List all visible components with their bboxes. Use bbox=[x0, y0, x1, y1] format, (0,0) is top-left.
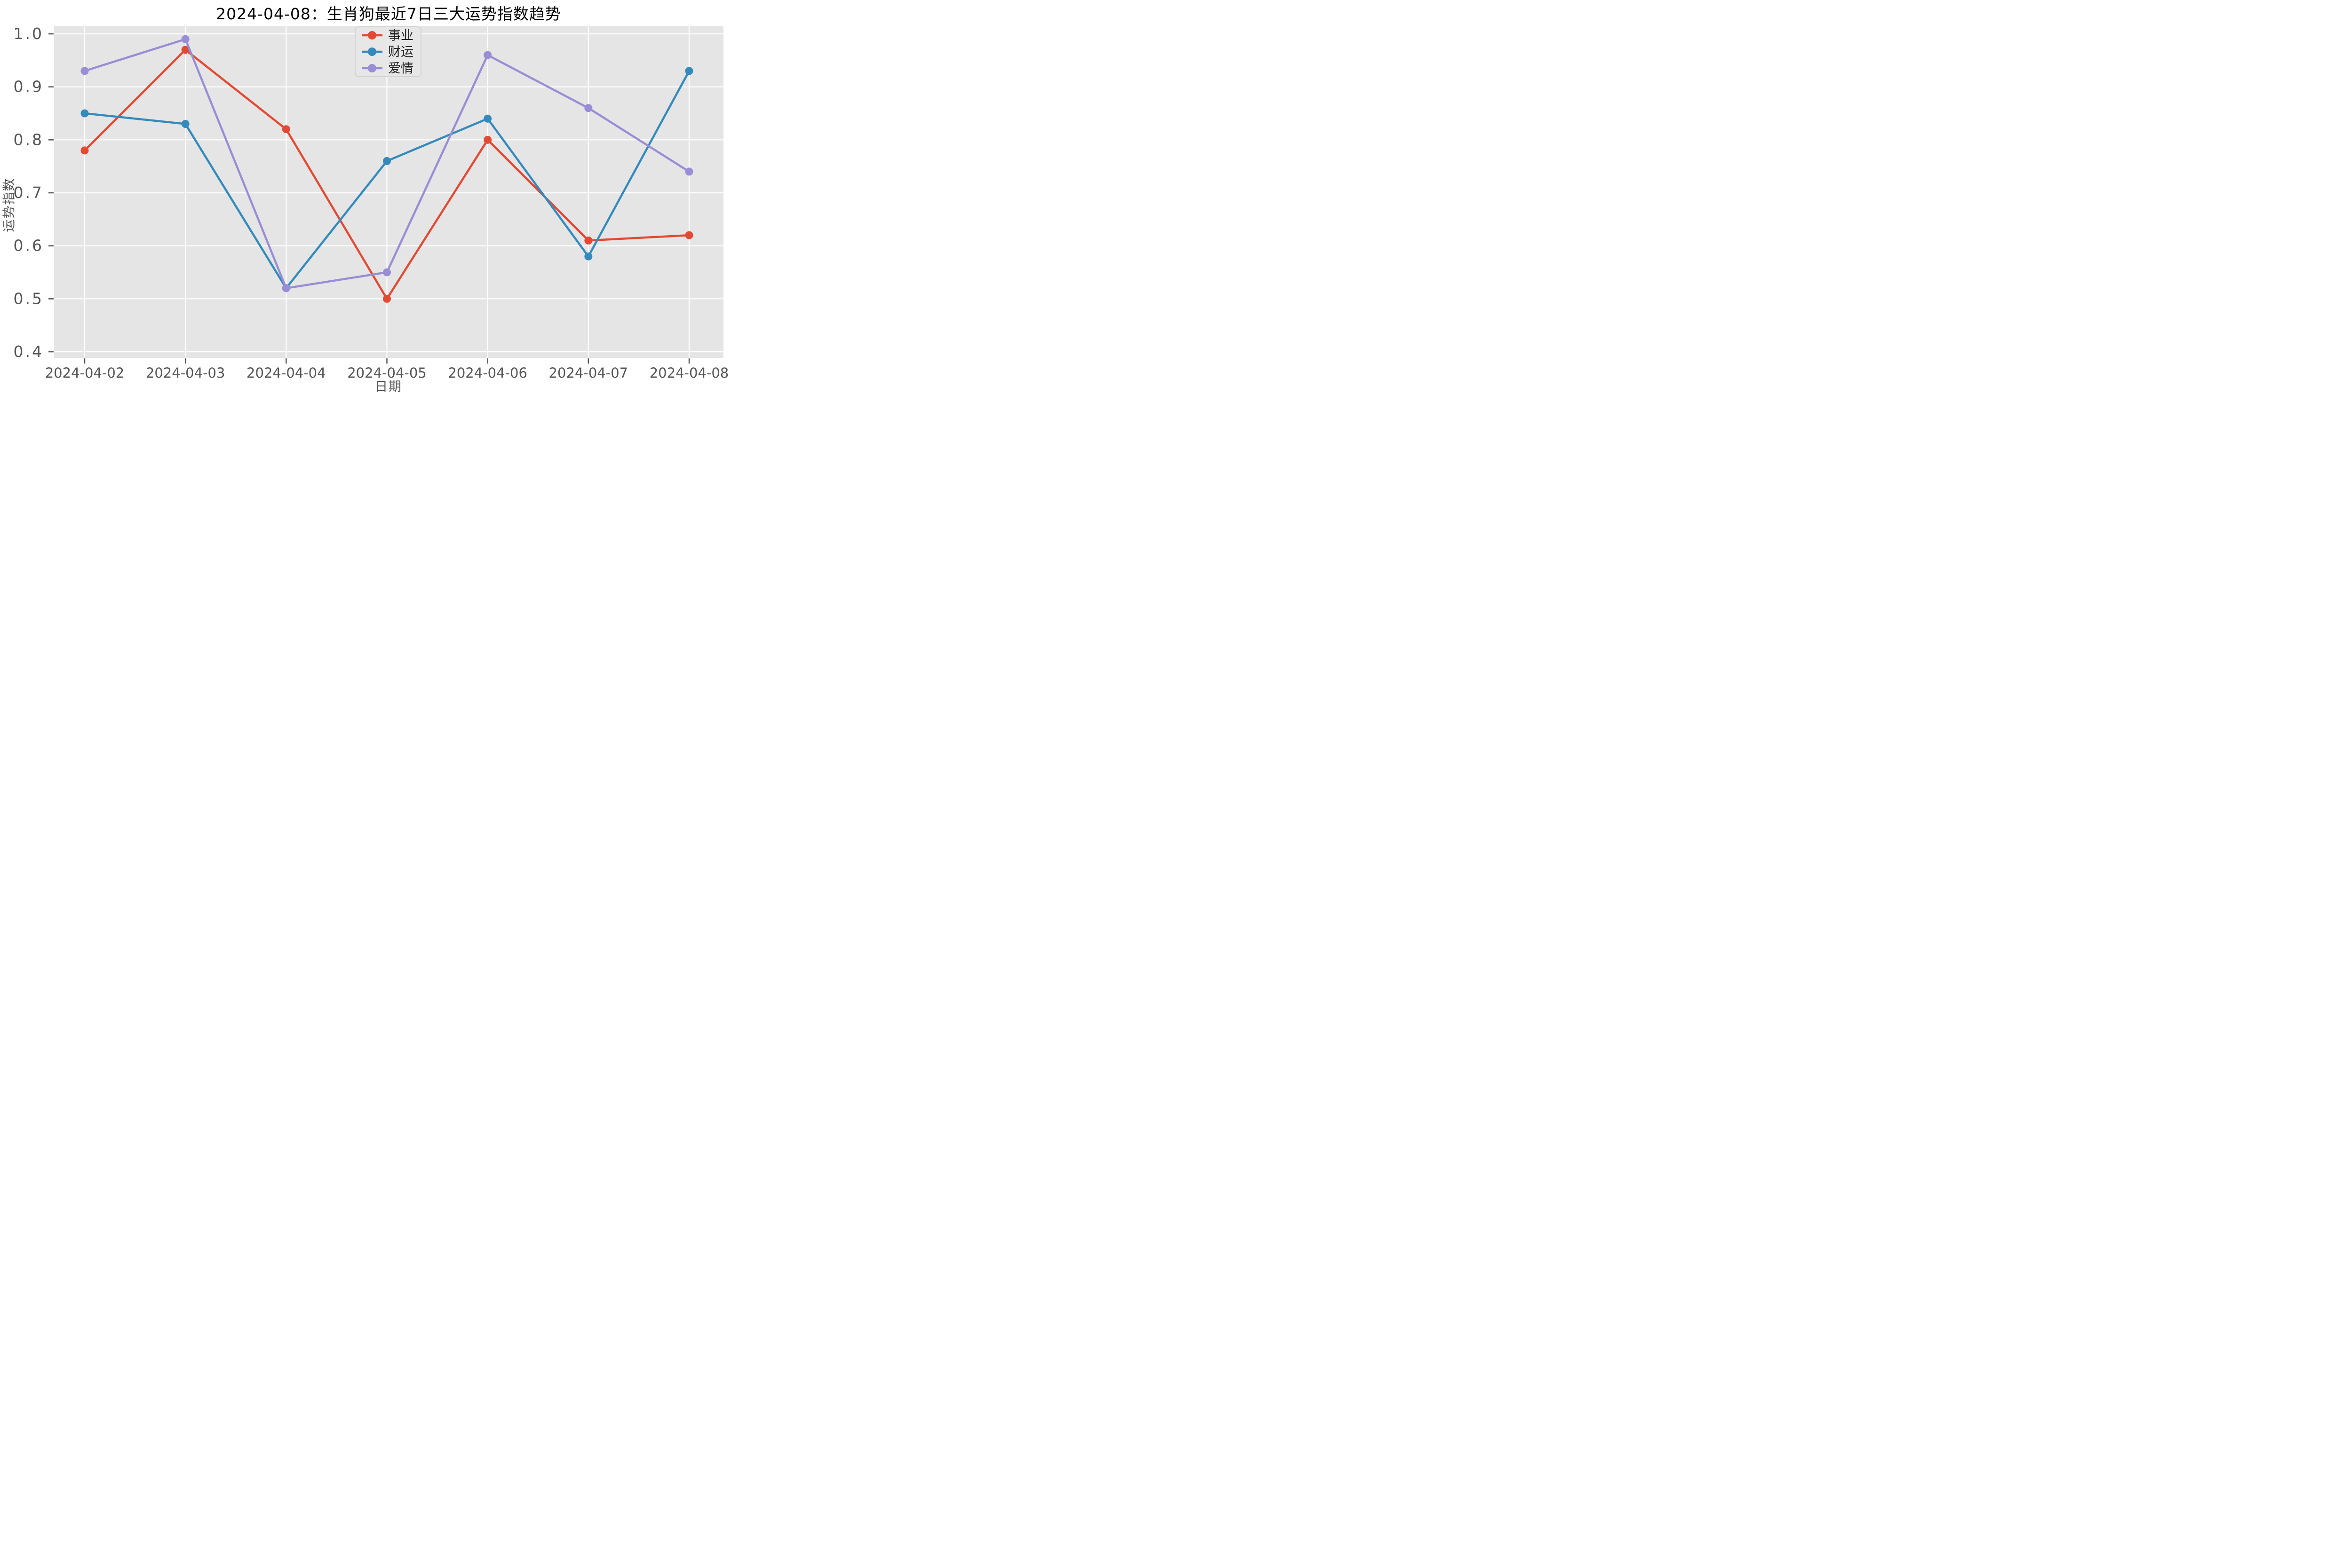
series-marker-2 bbox=[80, 67, 89, 75]
x-tick-label: 2024-04-08 bbox=[650, 365, 729, 381]
plot-background bbox=[54, 26, 723, 358]
series-marker-1 bbox=[80, 109, 89, 118]
legend-label: 财运 bbox=[388, 45, 413, 60]
x-axis-label: 日期 bbox=[375, 380, 402, 392]
y-axis-label: 运势指数 bbox=[2, 177, 17, 232]
y-tick-label: 1.0 bbox=[14, 24, 44, 43]
y-tick-label: 0.4 bbox=[14, 342, 44, 361]
y-tick-label: 0.5 bbox=[14, 289, 44, 308]
series-marker-1 bbox=[484, 114, 492, 123]
series-marker-0 bbox=[181, 46, 190, 54]
series-marker-0 bbox=[484, 135, 492, 144]
legend-item: 财运 bbox=[362, 45, 413, 60]
series-marker-0 bbox=[282, 125, 290, 134]
legend-label: 事业 bbox=[388, 29, 413, 43]
y-tick-label: 0.9 bbox=[14, 78, 44, 96]
legend-marker bbox=[368, 31, 376, 40]
series-marker-2 bbox=[282, 284, 290, 293]
series-marker-2 bbox=[383, 268, 391, 277]
series-marker-2 bbox=[181, 35, 190, 43]
legend-marker bbox=[368, 64, 376, 72]
series-marker-1 bbox=[584, 252, 593, 261]
series-marker-2 bbox=[484, 51, 492, 59]
x-tick-label: 2024-04-05 bbox=[347, 365, 427, 381]
x-tick-label: 2024-04-06 bbox=[448, 365, 527, 381]
y-tick-label: 0.8 bbox=[14, 130, 44, 149]
x-tick-label: 2024-04-07 bbox=[549, 365, 628, 381]
legend-marker bbox=[368, 48, 376, 56]
series-marker-2 bbox=[584, 104, 593, 112]
x-tick-label: 2024-04-02 bbox=[45, 365, 125, 381]
series-marker-0 bbox=[584, 236, 593, 245]
legend-item: 爱情 bbox=[362, 62, 413, 76]
series-marker-0 bbox=[685, 231, 693, 239]
chart-title: 2024-04-08：生肖狗最近7日三大运势指数趋势 bbox=[216, 5, 561, 23]
legend-item: 事业 bbox=[362, 29, 413, 43]
series-marker-1 bbox=[685, 67, 693, 75]
series-marker-0 bbox=[383, 294, 391, 303]
x-tick-label: 2024-04-03 bbox=[146, 365, 225, 381]
x-tick-label: 2024-04-04 bbox=[246, 365, 326, 381]
plot-svg: 0.4 0.5 0.6 0.7 0.8 0.9 1.0 2024-04-02 2024-04-0… bbox=[14, 24, 729, 381]
legend-label: 爱情 bbox=[388, 62, 413, 76]
series-marker-0 bbox=[80, 146, 89, 155]
figure: 0.4 0.5 0.6 0.7 0.8 0.9 1.0 2024-04-02 2024-04-0… bbox=[0, 0, 729, 392]
series-marker-1 bbox=[383, 157, 391, 165]
series-marker-1 bbox=[181, 120, 190, 128]
y-tick-label: 0.6 bbox=[14, 237, 44, 255]
y-tick-label: 0.7 bbox=[14, 183, 44, 202]
series-marker-2 bbox=[685, 167, 693, 176]
